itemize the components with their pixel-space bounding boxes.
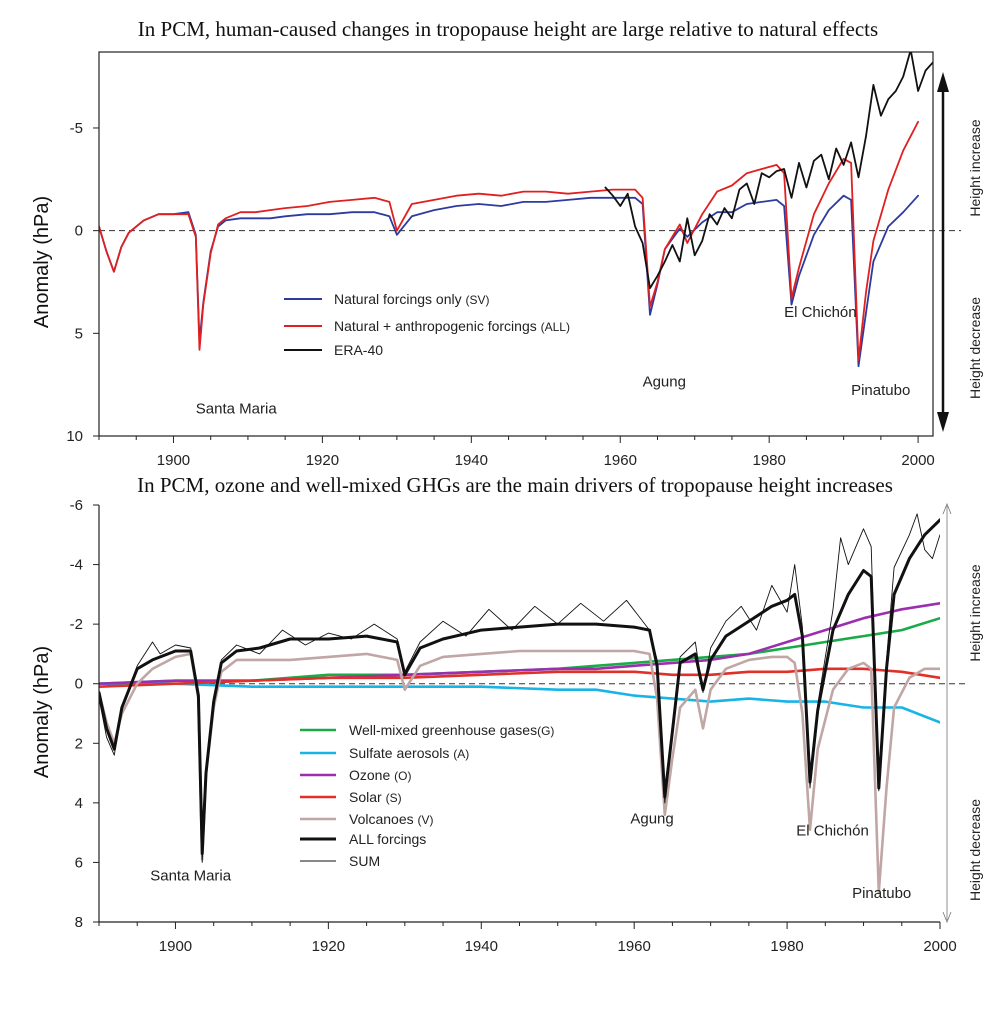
bottom-height-increase-label: Height increase — [967, 564, 983, 661]
bottom-y-tick-label: 4 — [75, 795, 83, 812]
legend-item-all: Natural + anthropogenic forcings (ALL) — [334, 318, 570, 334]
top-y-tick-label: 5 — [75, 325, 83, 342]
bottom-chart-panel: In PCM, ozone and well-mixed GHGs are th… — [31, 473, 983, 955]
bottom-x-tick-label: 2000 — [923, 938, 956, 955]
legend-item-solar: Solar (S) — [349, 789, 402, 805]
bottom-annotation-pinatubo: Pinatubo — [852, 885, 911, 902]
top-height-arrow — [937, 72, 949, 432]
top-y-axis-ticks: 10 5 0 -5 — [66, 120, 99, 445]
legend-item-sum: SUM — [349, 853, 380, 869]
top-height-decrease-label: Height decrease — [967, 297, 983, 399]
bottom-x-axis-ticks: 1900 1920 1940 1960 1980 2000 — [98, 922, 957, 955]
bottom-series-well-mixed-greenhouse-gases-g — [99, 616, 940, 686]
bottom-x-tick-label: 1900 — [159, 938, 192, 955]
bottom-y-tick-label: -4 — [70, 557, 83, 574]
legend-item-natural: Natural forcings only (SV) — [334, 291, 490, 307]
top-series-natural-anthropogenic-forcings-all — [99, 120, 919, 361]
legend-item-ghg: Well-mixed greenhouse gases(G) — [349, 722, 554, 738]
top-x-tick-label: 1900 — [157, 452, 190, 469]
top-chart-legend: Natural forcings only (SV) Natural + ant… — [284, 291, 570, 358]
top-chart-annotations: Santa Maria Agung El Chichón Pinatubo — [196, 304, 911, 418]
top-x-tick-label: 2000 — [901, 452, 934, 469]
top-annotation-pinatubo: Pinatubo — [851, 382, 910, 399]
bottom-x-tick-label: 1960 — [617, 938, 650, 955]
legend-item-all-forcings: ALL forcings — [349, 831, 426, 847]
top-x-axis-ticks: 1900 1920 1940 1960 1980 2000 — [98, 436, 935, 469]
top-annotation-agung: Agung — [643, 374, 686, 391]
top-series-era-40 — [604, 52, 933, 290]
bottom-annotation-el-chich-n: El Chichón — [796, 823, 869, 840]
bottom-y-tick-label: 8 — [75, 914, 83, 931]
top-x-tick-label: 1960 — [604, 452, 637, 469]
bottom-series-sum — [99, 513, 940, 863]
bottom-x-tick-label: 1920 — [312, 938, 345, 955]
bottom-annotation-agung: Agung — [630, 811, 673, 828]
top-x-tick-label: 1940 — [455, 452, 488, 469]
bottom-x-tick-label: 1940 — [465, 938, 498, 955]
top-y-tick-label: -5 — [70, 120, 83, 137]
top-x-tick-label: 1980 — [752, 452, 785, 469]
legend-item-ozone: Ozone (O) — [349, 767, 411, 783]
top-chart-title: In PCM, human-caused changes in tropopau… — [138, 17, 878, 41]
top-chart-plot-area — [98, 51, 961, 437]
top-y-tick-label: 10 — [66, 428, 83, 445]
bottom-y-tick-label: -6 — [70, 497, 83, 514]
top-x-tick-label: 1920 — [306, 452, 339, 469]
top-axes-frame — [98, 51, 934, 437]
bottom-height-decrease-label: Height decrease — [967, 799, 983, 901]
bottom-y-tick-label: 6 — [75, 854, 83, 871]
bottom-chart-annotations: Santa Maria Agung El Chichón Pinatubo — [150, 811, 911, 902]
bottom-y-axis-ticks: 8 6 4 2 0 -2 -4 -6 — [70, 497, 99, 931]
top-chart-panel: In PCM, human-caused changes in tropopau… — [31, 17, 983, 469]
legend-item-sulfate: Sulfate aerosols (A) — [349, 745, 469, 761]
bottom-x-tick-label: 1980 — [770, 938, 803, 955]
bottom-y-tick-label: -2 — [70, 616, 83, 633]
bottom-annotation-santa-maria: Santa Maria — [150, 867, 232, 884]
bottom-chart-plot-area — [98, 505, 968, 923]
bottom-chart-title: In PCM, ozone and well-mixed GHGs are th… — [137, 473, 893, 497]
top-height-increase-label: Height increase — [967, 119, 983, 216]
bottom-y-tick-label: 0 — [75, 676, 83, 693]
top-y-tick-label: 0 — [75, 223, 83, 240]
top-annotation-el-chich-n: El Chichón — [784, 304, 857, 321]
bottom-height-arrow — [942, 502, 952, 924]
legend-item-volcanoes: Volcanoes (V) — [349, 811, 434, 827]
top-annotation-santa-maria: Santa Maria — [196, 400, 278, 417]
top-y-axis-label: Anomaly (hPa) — [31, 196, 53, 328]
bottom-series-sulfate-aerosols-a — [99, 682, 940, 724]
bottom-chart-legend: Well-mixed greenhouse gases(G) Sulfate a… — [300, 722, 554, 869]
legend-item-era40: ERA-40 — [334, 342, 383, 358]
bottom-y-tick-label: 2 — [75, 735, 83, 752]
bottom-y-axis-label: Anomaly (hPa) — [31, 646, 53, 778]
bottom-series-solar-s — [99, 667, 940, 689]
